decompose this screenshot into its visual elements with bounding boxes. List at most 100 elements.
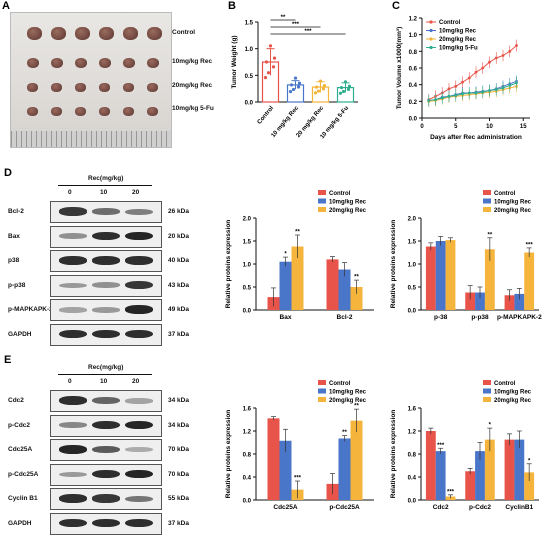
tumor-specimen — [123, 106, 134, 116]
data-point — [481, 90, 485, 94]
protein-band — [59, 233, 87, 240]
protein-band — [59, 518, 87, 528]
significance-label: *** — [437, 443, 445, 449]
bar — [291, 246, 304, 310]
legend-swatch — [318, 198, 326, 204]
data-point — [322, 84, 327, 88]
y-axis-label: Relative proteins expression — [390, 410, 397, 499]
x-tick-label: p-Cdc25A — [329, 504, 360, 511]
lane-label: 0 — [68, 189, 72, 196]
protein-band — [92, 307, 120, 313]
protein-band — [59, 494, 87, 503]
series-line — [428, 45, 517, 101]
legend-label: 10mg/kg Rec — [329, 200, 367, 206]
tumor-volume-chart: 0.0 0.2 0.4 0.6 0.8 1.0 1.2 0 5 10 15 Days after Re… — [396, 17, 530, 141]
significance-label: *** — [526, 242, 534, 248]
legend-swatch — [483, 190, 491, 195]
y-tick-label: 1.0 — [408, 263, 417, 269]
tumor-specimen — [123, 26, 138, 40]
legend-label: Control — [329, 191, 351, 197]
protein-band — [59, 396, 87, 405]
x-tick-label: 10 — [486, 124, 493, 130]
legend-swatch — [318, 190, 326, 195]
blot-strip — [50, 225, 162, 248]
legend-label: Control — [494, 191, 516, 197]
data-point — [454, 94, 458, 97]
bar — [350, 287, 363, 310]
protein-band — [92, 518, 120, 528]
data-point — [264, 60, 269, 64]
legend-label: 10mg/kg Rec — [494, 200, 532, 206]
data-point — [427, 99, 431, 102]
legend-label: 20mg/kg Rec — [494, 398, 532, 404]
protein-band — [92, 282, 120, 289]
protein-band — [59, 207, 87, 216]
tumor-specimen — [75, 82, 86, 92]
panel-e-letter: E — [4, 354, 12, 366]
data-point — [316, 89, 321, 93]
protein-band — [92, 208, 120, 216]
y-tick-label: 1.5 — [243, 240, 252, 246]
data-point — [266, 71, 271, 75]
data-point — [271, 65, 276, 69]
bar — [350, 420, 363, 500]
legend-marker — [429, 37, 433, 41]
protein-band — [125, 447, 153, 453]
significance-label: * — [489, 423, 492, 429]
bar — [524, 252, 535, 310]
molecular-weight-label: 70 kDa — [168, 470, 189, 478]
data-point — [321, 87, 326, 91]
legend-swatch — [483, 380, 491, 385]
tumor-specimen — [27, 106, 38, 116]
blot-strip — [50, 274, 162, 297]
data-point — [313, 91, 318, 95]
y-tick-label: 1.0 — [243, 263, 252, 269]
data-point — [488, 60, 491, 64]
protein-band — [125, 518, 153, 528]
y-tick-label: 0.2 — [409, 100, 418, 106]
y-tick-label: 1.5 — [408, 240, 417, 246]
legend-marker — [429, 28, 433, 33]
tumor-specimen — [147, 106, 158, 116]
y-axis-label: Tumor Volume x1000(mm³) — [396, 27, 403, 109]
molecular-weight-label: 37 kDa — [168, 519, 189, 527]
bar — [484, 249, 495, 310]
data-point — [318, 79, 323, 83]
x-tick-label: 5 — [454, 124, 458, 130]
y-tick-label: 0.6 — [409, 67, 418, 73]
row-label-20-rec: 20mg/kg Rec — [172, 82, 213, 89]
tumor-specimen — [99, 106, 110, 116]
tumor-specimen — [51, 82, 62, 92]
protein-band — [92, 494, 120, 503]
bar — [425, 431, 436, 500]
significance-label: *** — [292, 22, 300, 28]
y-tick-label: 0.0 — [408, 309, 417, 315]
y-tick-label: 1.6 — [243, 407, 252, 413]
tumor-specimen — [51, 26, 66, 40]
tumor-specimen — [27, 58, 39, 68]
molecular-weight-label: 49 kDa — [168, 306, 189, 313]
x-tick-label: Control — [257, 105, 276, 125]
y-tick-label: 1.0 — [409, 33, 418, 39]
y-tick-label: 0.5 — [408, 286, 417, 292]
significance-label: *** — [304, 29, 312, 35]
significance-label: *** — [447, 489, 455, 495]
protein-band — [125, 256, 153, 265]
panel-c-letter: C — [392, 0, 400, 12]
data-point — [272, 56, 277, 60]
y-tick-label: 0.4 — [243, 476, 252, 482]
data-point — [501, 54, 505, 57]
blot-strip — [50, 299, 162, 321]
data-point — [347, 84, 352, 88]
significance-label: ** — [354, 275, 359, 281]
data-point — [467, 91, 471, 95]
x-tick-label: Bcl-2 — [337, 314, 353, 321]
protein-band — [125, 305, 153, 314]
data-point — [288, 89, 293, 94]
data-point — [515, 81, 518, 85]
blot-strip — [50, 488, 162, 510]
tumor-specimen — [75, 58, 87, 68]
y-tick-label: 0.4 — [408, 476, 417, 482]
data-point — [291, 87, 296, 92]
blot-strip — [50, 250, 162, 272]
